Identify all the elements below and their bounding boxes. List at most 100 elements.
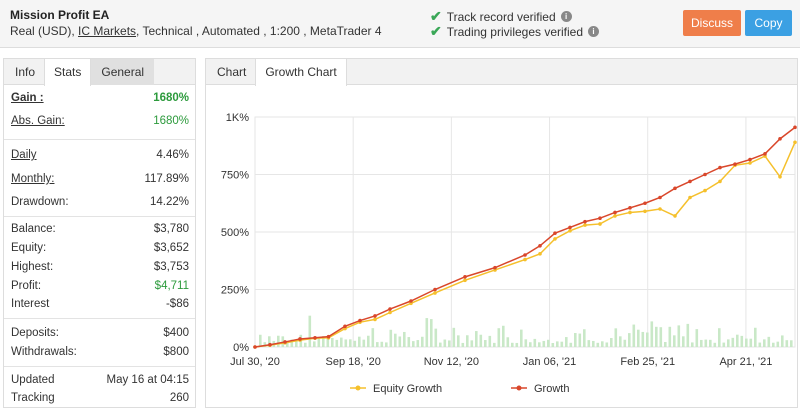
x-tick-label: Apr 21, '21: [719, 356, 772, 368]
volume-bar: [286, 341, 289, 347]
info-icon[interactable]: i: [560, 11, 572, 22]
equity-value: $3,652: [153, 242, 189, 254]
series-point: [253, 345, 257, 349]
volume-bar: [641, 331, 645, 347]
y-tick-label: 750%: [221, 170, 249, 182]
abs-gain-label[interactable]: Abs. Gain:: [11, 115, 65, 127]
check-icon: ✔: [430, 23, 442, 39]
info-icon[interactable]: i: [588, 26, 600, 37]
series-point: [673, 214, 677, 218]
volume-bar: [277, 335, 280, 347]
volume-bar: [398, 336, 402, 347]
y-tick-label: 0%: [233, 342, 249, 354]
series-point: [778, 175, 782, 179]
series-point: [688, 179, 692, 184]
gain-label[interactable]: Gain :: [11, 92, 44, 104]
series-point: [283, 340, 287, 344]
legend-swatch-dot: [516, 385, 522, 391]
volume-bar: [736, 334, 739, 347]
chart-legend[interactable]: Equity Growth Growth: [350, 383, 569, 395]
volume-bar: [304, 342, 307, 347]
volume-bar: [610, 338, 613, 347]
tab-info[interactable]: Info: [15, 65, 36, 79]
volume-bar: [466, 335, 469, 347]
volume-bar: [560, 341, 564, 347]
broker-link[interactable]: IC Markets: [78, 24, 137, 38]
tab-general[interactable]: General: [91, 59, 155, 85]
series-point: [553, 231, 557, 235]
series-point: [409, 299, 413, 303]
divider: [4, 318, 195, 319]
stat-equity: Equity: $3,652: [11, 242, 189, 258]
volume-bar: [605, 342, 609, 347]
volume-bar: [758, 342, 762, 347]
series-point: [778, 137, 782, 141]
tab-chart[interactable]: Chart: [217, 65, 247, 79]
series-point: [733, 162, 737, 166]
copy-button[interactable]: Copy: [745, 10, 792, 36]
tab-growth-chart[interactable]: Growth Chart: [255, 59, 347, 86]
series-point: [463, 275, 467, 279]
series-point: [673, 186, 677, 191]
volume-bar: [353, 340, 357, 347]
monthly-label[interactable]: Monthly:: [11, 173, 55, 185]
volume-bar: [754, 327, 757, 347]
volume-bar: [614, 328, 618, 347]
trading-privileges-label: Trading privileges verified: [446, 24, 584, 39]
check-icon: ✔: [430, 8, 442, 24]
volume-bar: [349, 339, 352, 347]
series-point: [748, 157, 752, 162]
chart-grid: [254, 116, 796, 348]
stat-withdrawals: Withdrawals: $800: [11, 346, 189, 362]
volume-bar: [380, 341, 384, 347]
highest-value: $3,753: [153, 261, 189, 273]
series-point: [433, 291, 437, 295]
volume-bar: [488, 335, 492, 347]
daily-label[interactable]: Daily: [11, 149, 37, 161]
series-point: [388, 310, 392, 315]
series-point: [703, 188, 707, 193]
volume-bar: [637, 329, 640, 347]
volume-bar: [587, 340, 591, 347]
volume-bar: [362, 339, 366, 347]
volume-bar: [475, 331, 478, 347]
volume-bar: [439, 342, 442, 347]
profit-label: Profit:: [11, 280, 42, 292]
stat-monthly: Monthly: 117.89%: [11, 173, 189, 189]
series-point: [523, 253, 527, 257]
volume-bar: [394, 333, 397, 347]
series-point: [463, 278, 467, 283]
series-point: [343, 324, 347, 329]
volume-bar: [713, 342, 717, 347]
volume-bar: [691, 342, 694, 347]
volume-bar: [376, 342, 379, 347]
volume-bar: [524, 339, 528, 347]
stat-tracking: Tracking 260: [11, 392, 189, 408]
volume-bar: [583, 329, 586, 347]
x-axis-labels: Jul 30, '20 Sep 18, '20 Nov 12, '20 Jan 06,…: [230, 356, 772, 368]
volume-bar: [596, 342, 600, 347]
volume-bar: [569, 342, 573, 347]
volume-bar: [547, 339, 550, 347]
interest-value: -$86: [165, 298, 189, 310]
volume-bar: [704, 339, 708, 347]
volume-bar: [682, 336, 685, 347]
chart-lines: [253, 125, 797, 349]
growth-chart[interactable]: 0% 250% 500% 750% 1K% Jul 30, '20 Sep 18, '20…: [205, 85, 798, 408]
updated-value: May 16 at 04:15: [106, 374, 189, 386]
volume-bar: [448, 340, 451, 347]
series-point: [268, 342, 272, 347]
series-point: [748, 161, 752, 165]
monthly-value: 117.89%: [144, 173, 189, 185]
volume-bar: [745, 338, 748, 347]
stat-profit: Profit: $4,711: [11, 280, 189, 296]
volume-bar: [470, 340, 474, 347]
series-point: [493, 265, 497, 270]
volume-bar: [511, 342, 514, 347]
volume-bar: [673, 335, 676, 347]
discuss-button[interactable]: Discuss: [683, 10, 741, 36]
account-type: Real (USD),: [10, 24, 75, 38]
tab-stats[interactable]: Stats: [44, 59, 92, 86]
deposits-value: $400: [163, 327, 189, 339]
stat-daily: Daily 4.46%: [11, 149, 189, 165]
